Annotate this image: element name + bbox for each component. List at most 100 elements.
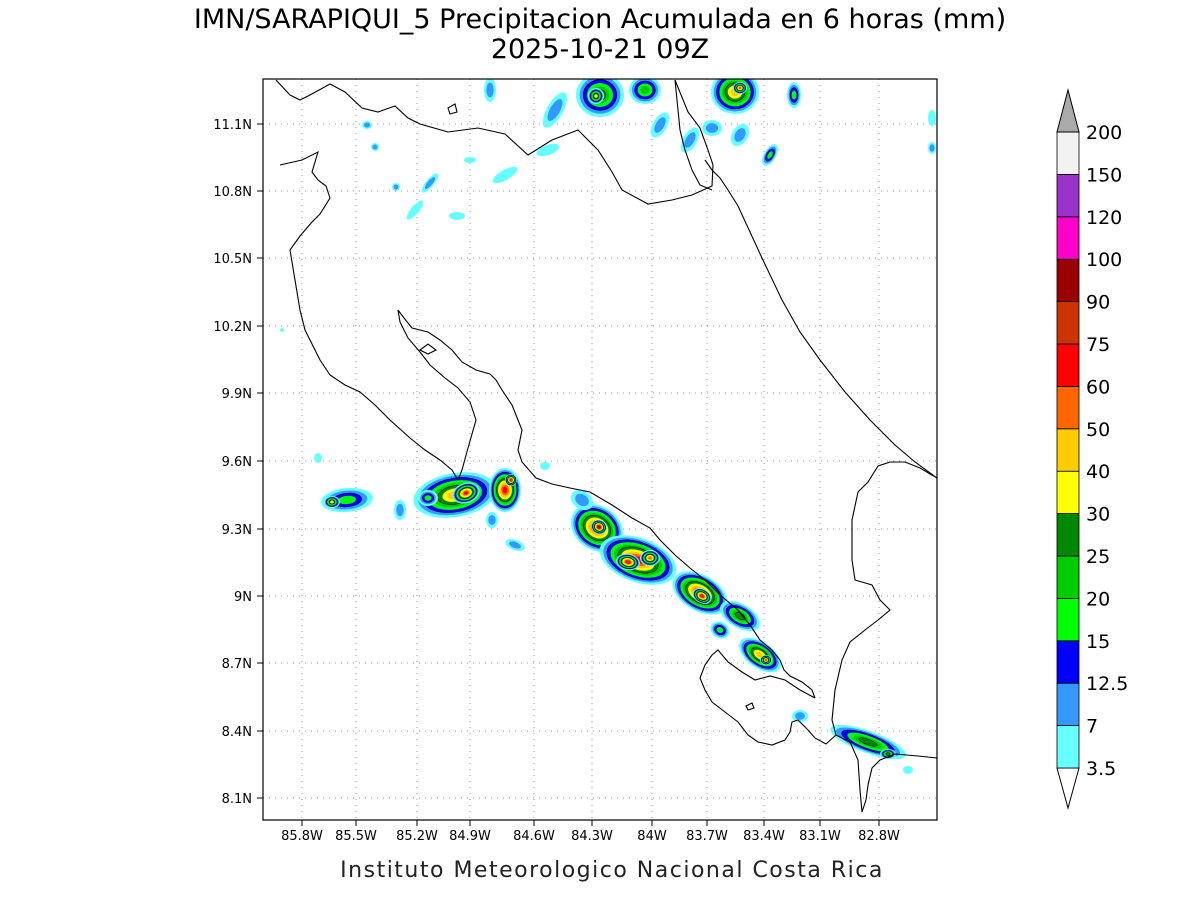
precip-contour bbox=[314, 453, 322, 463]
precip-contour bbox=[594, 94, 598, 98]
colorbar-swatch bbox=[1056, 598, 1080, 642]
lat-tick-label: 9N bbox=[234, 590, 252, 605]
colorbar-label: 3.5 bbox=[1086, 758, 1116, 780]
precip-contour bbox=[767, 151, 773, 159]
precip-contour bbox=[372, 144, 378, 150]
lat-tick-label: 9.9N bbox=[222, 387, 252, 402]
precip-contour bbox=[406, 200, 424, 220]
lon-tick-label: 85.8W bbox=[281, 829, 323, 844]
precip-contour bbox=[463, 491, 469, 495]
lon-tick-label: 82.8W bbox=[858, 829, 900, 844]
graticule bbox=[263, 79, 937, 820]
precip-contour bbox=[626, 560, 630, 564]
footer-credit: Instituto Meteorologico Nacional Costa R… bbox=[340, 858, 884, 883]
colorbar-swatch bbox=[1056, 385, 1080, 430]
colorbar-label: 75 bbox=[1086, 334, 1110, 356]
colorbar-label: 15 bbox=[1086, 631, 1110, 653]
precip-contour bbox=[700, 594, 704, 598]
island-bolanos bbox=[447, 103, 458, 115]
map-date: 2025-10-21 09Z bbox=[491, 34, 709, 65]
colorbar-label: 90 bbox=[1086, 292, 1110, 314]
precip-contour bbox=[764, 658, 768, 662]
precip-contour bbox=[640, 86, 650, 94]
colorbar-label: 40 bbox=[1086, 461, 1110, 483]
precip-contour bbox=[330, 500, 334, 504]
colorbar-label: 50 bbox=[1086, 419, 1110, 441]
colorbar-label: 60 bbox=[1086, 376, 1110, 398]
precip-contour bbox=[705, 123, 719, 133]
precip-contour bbox=[738, 86, 742, 90]
precipitation-field bbox=[280, 79, 936, 774]
colorbar-label: 150 bbox=[1086, 164, 1122, 186]
lon-tick-label: 83.7W bbox=[686, 829, 728, 844]
precip-contour bbox=[547, 99, 563, 121]
colorbar-over-arrow bbox=[1056, 88, 1080, 133]
coastline bbox=[275, 79, 937, 813]
precip-contour bbox=[575, 493, 589, 507]
longitude-ticks: 85.8W 85.5W 85.2W 84.9W 84.6W 84.3W 84W 83.7W 83… bbox=[281, 820, 900, 844]
precip-contour bbox=[885, 752, 891, 756]
precip-contour bbox=[393, 184, 399, 190]
lat-tick-label: 11.1N bbox=[213, 118, 252, 133]
lat-tick-label: 8.4N bbox=[222, 725, 252, 740]
lon-tick-label: 84W bbox=[637, 829, 667, 844]
colorbar-label: 20 bbox=[1086, 588, 1110, 610]
precip-contour bbox=[280, 328, 284, 332]
precip-contour bbox=[648, 556, 652, 560]
panama-border bbox=[831, 461, 937, 736]
lon-tick-label: 84.9W bbox=[449, 829, 491, 844]
precip-contour bbox=[449, 212, 465, 220]
colorbar-swatch bbox=[1056, 173, 1080, 218]
island-chira bbox=[418, 343, 438, 355]
osa-peninsula bbox=[699, 649, 937, 813]
lon-tick-label: 84.3W bbox=[571, 829, 613, 844]
precip-contour bbox=[540, 462, 550, 470]
nicoya-peninsula bbox=[279, 150, 459, 481]
precip-contour bbox=[684, 132, 696, 148]
precip-contour bbox=[597, 525, 601, 529]
precip-contour bbox=[488, 515, 496, 525]
precip-contour bbox=[502, 486, 508, 494]
lon-tick-label: 85.2W bbox=[396, 829, 438, 844]
colorbar-swatch bbox=[1056, 725, 1080, 769]
colorbar-swatch bbox=[1056, 470, 1080, 515]
colorbar-label: 100 bbox=[1086, 249, 1122, 271]
colorbar-label: 120 bbox=[1086, 207, 1122, 229]
precip-contour bbox=[486, 82, 494, 98]
colorbar-swatch bbox=[1056, 343, 1080, 387]
colorbar-swatch bbox=[1056, 131, 1080, 175]
lat-tick-label: 10.5N bbox=[213, 252, 252, 267]
colorbar-label: 12.5 bbox=[1086, 673, 1128, 695]
lon-tick-label: 83.4W bbox=[743, 829, 785, 844]
precip-contour bbox=[424, 495, 432, 501]
caribbean-coast bbox=[704, 159, 937, 479]
lat-tick-label: 9.3N bbox=[222, 523, 252, 538]
precip-contour bbox=[928, 110, 936, 126]
precip-contour bbox=[396, 503, 404, 517]
precip-contour bbox=[337, 495, 357, 505]
colorbar-swatch bbox=[1056, 216, 1080, 260]
colorbar-label: 30 bbox=[1086, 504, 1110, 526]
colorbar-swatch bbox=[1056, 513, 1080, 557]
pacific-coast-north bbox=[275, 79, 714, 205]
colorbar-legend: 3.5 7 12.5 15 20 25 30 40 50 60 75 90 100 120 150 200 bbox=[1056, 88, 1128, 810]
lat-tick-label: 10.2N bbox=[213, 320, 252, 335]
precip-contour bbox=[795, 712, 805, 720]
precip-contour bbox=[363, 122, 371, 128]
latitude-ticks: 11.1N 10.8N 10.5N 10.2N 9.9N 9.6N 9.3N 9N 8.7N 8.… bbox=[213, 118, 263, 807]
colorbar-label: 25 bbox=[1086, 546, 1110, 568]
colorbar-swatch bbox=[1056, 640, 1080, 684]
precip-contour bbox=[536, 143, 560, 157]
precip-contour bbox=[464, 157, 476, 163]
colorbar-swatch bbox=[1056, 682, 1080, 727]
precip-contour bbox=[492, 166, 518, 184]
precip-contour bbox=[903, 766, 913, 774]
gulf-of-nicoya bbox=[397, 309, 816, 699]
precip-contour bbox=[509, 478, 513, 482]
lat-tick-label: 10.8N bbox=[213, 185, 252, 200]
precip-contour bbox=[791, 90, 797, 100]
colorbar-swatch bbox=[1056, 555, 1080, 599]
colorbar-under-arrow bbox=[1056, 767, 1080, 810]
